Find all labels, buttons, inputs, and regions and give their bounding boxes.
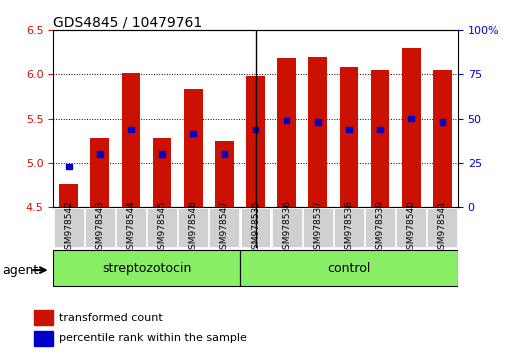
Bar [432,70,451,207]
Text: streptozotocin: streptozotocin [102,262,191,275]
Text: GSM978546: GSM978546 [188,200,197,255]
Bar [221,152,227,157]
Bar [283,118,289,123]
Bar [408,116,413,121]
Text: GSM978545: GSM978545 [157,200,166,255]
Text: GSM978536: GSM978536 [282,200,290,255]
Bar [252,127,258,132]
Bar [345,127,351,132]
FancyBboxPatch shape [239,250,457,286]
Bar [377,127,382,132]
Bar [128,127,133,132]
FancyBboxPatch shape [271,208,301,247]
FancyBboxPatch shape [147,208,177,247]
Bar [439,120,444,125]
Bar [190,131,195,136]
Text: GSM978544: GSM978544 [126,200,135,255]
FancyBboxPatch shape [427,208,457,247]
Text: GSM978541: GSM978541 [437,200,446,255]
Bar [121,74,140,207]
Text: GSM978539: GSM978539 [375,200,384,255]
FancyBboxPatch shape [395,208,425,247]
Text: control: control [327,262,370,275]
Text: transformed count: transformed count [60,313,163,323]
Bar [34,331,53,346]
Bar [34,310,53,325]
Text: GSM978542: GSM978542 [64,200,73,255]
Text: GSM978538: GSM978538 [344,200,353,255]
Bar [153,138,171,207]
FancyBboxPatch shape [178,208,208,247]
Bar [59,184,78,207]
Bar [159,152,165,157]
FancyBboxPatch shape [53,250,239,286]
Bar [315,120,320,125]
Text: agent: agent [3,264,39,276]
Bar [401,48,420,207]
FancyBboxPatch shape [85,208,115,247]
FancyBboxPatch shape [209,208,239,247]
Bar [308,57,327,207]
Text: GSM978547: GSM978547 [220,200,228,255]
FancyBboxPatch shape [333,208,363,247]
FancyBboxPatch shape [302,208,332,247]
Text: percentile rank within the sample: percentile rank within the sample [60,333,247,343]
FancyBboxPatch shape [365,208,394,247]
Bar [90,138,109,207]
Bar [215,141,233,207]
Text: GSM978543: GSM978543 [95,200,104,255]
Text: GDS4845 / 10479761: GDS4845 / 10479761 [53,15,202,29]
Bar [339,67,358,207]
Bar [97,152,103,157]
Text: GSM978540: GSM978540 [406,200,415,255]
Text: GSM978537: GSM978537 [313,200,322,255]
Bar [183,89,202,207]
Bar [277,58,295,207]
FancyBboxPatch shape [54,208,83,247]
Bar [246,76,264,207]
Bar [370,70,389,207]
FancyBboxPatch shape [240,208,270,247]
Bar [66,164,71,169]
FancyBboxPatch shape [116,208,145,247]
Text: GSM978535: GSM978535 [250,200,260,255]
